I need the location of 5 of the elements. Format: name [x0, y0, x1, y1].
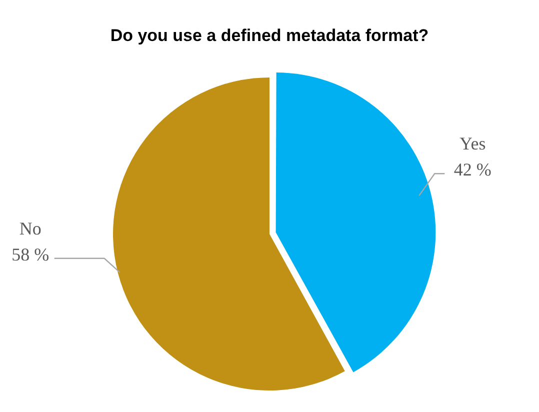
chart-title: Do you use a defined metadata format?: [109, 26, 430, 46]
slice-label: No: [19, 218, 42, 238]
data-label: 42 %: [454, 160, 492, 180]
slice-label: Yes: [460, 134, 486, 154]
data-label: 58 %: [12, 244, 50, 264]
